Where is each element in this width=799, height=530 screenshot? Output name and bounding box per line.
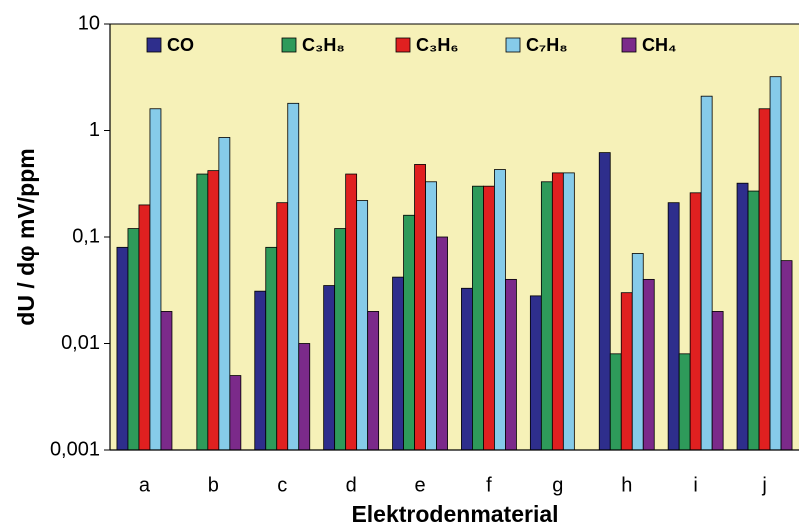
bar bbox=[540, 181, 553, 451]
bar bbox=[345, 173, 358, 451]
legend-swatch bbox=[621, 37, 637, 53]
y-tick-label: 10 bbox=[78, 12, 100, 34]
bar bbox=[736, 182, 749, 451]
bar bbox=[472, 185, 484, 451]
bar bbox=[229, 375, 242, 451]
bar bbox=[758, 108, 771, 451]
bar bbox=[287, 102, 300, 451]
bar bbox=[323, 285, 336, 451]
x-tick-label: c bbox=[277, 474, 287, 496]
y-tick-label: 1 bbox=[89, 119, 100, 141]
x-tick-label: e bbox=[414, 474, 425, 496]
bar bbox=[207, 170, 220, 451]
bar bbox=[403, 214, 415, 451]
bar bbox=[367, 311, 380, 451]
bar bbox=[265, 246, 278, 451]
x-tick-label: j bbox=[761, 474, 766, 496]
legend-label: CO bbox=[167, 35, 194, 55]
bar bbox=[392, 276, 404, 451]
bar bbox=[667, 202, 680, 451]
bar bbox=[425, 181, 437, 451]
bar bbox=[356, 200, 369, 451]
bar bbox=[689, 192, 702, 451]
bar bbox=[551, 172, 564, 451]
bar bbox=[276, 202, 289, 451]
bar bbox=[436, 236, 448, 451]
bar bbox=[747, 190, 760, 451]
y-axis-title: dU / dφ mV/ppm bbox=[13, 148, 39, 325]
bar bbox=[620, 292, 633, 451]
bar bbox=[196, 173, 209, 451]
bar bbox=[505, 278, 517, 451]
legend-swatch bbox=[395, 37, 411, 53]
bar bbox=[160, 311, 173, 451]
bar bbox=[334, 228, 347, 451]
bar bbox=[598, 152, 611, 451]
x-tick-label: b bbox=[208, 474, 219, 496]
x-tick-label: h bbox=[621, 474, 632, 496]
bar bbox=[631, 253, 644, 451]
bar bbox=[483, 185, 495, 451]
bar bbox=[414, 164, 426, 451]
bar bbox=[218, 137, 231, 451]
bar bbox=[780, 260, 793, 451]
legend-swatch bbox=[281, 37, 297, 53]
legend-label: C₇H₈ bbox=[526, 35, 568, 55]
bar bbox=[609, 353, 622, 451]
x-tick-label: f bbox=[486, 474, 492, 496]
bar bbox=[461, 287, 473, 451]
bar bbox=[562, 172, 575, 451]
y-tick-label: 0,1 bbox=[72, 225, 100, 247]
x-tick-label: d bbox=[346, 474, 357, 496]
bar bbox=[298, 343, 311, 451]
x-tick-label: a bbox=[139, 474, 151, 496]
bar bbox=[149, 108, 162, 451]
bar bbox=[678, 353, 691, 451]
y-tick-label: 0,001 bbox=[50, 438, 100, 460]
legend-swatch bbox=[505, 37, 521, 53]
bar bbox=[254, 290, 267, 451]
bar bbox=[529, 295, 542, 451]
legend-swatch bbox=[146, 37, 162, 53]
x-axis-title: Elektrodenmaterial bbox=[351, 501, 558, 527]
legend-label: C₃H₆ bbox=[416, 35, 459, 55]
legend-label: CH₄ bbox=[642, 35, 677, 55]
bar bbox=[127, 228, 140, 451]
bar bbox=[138, 204, 151, 451]
y-tick-label: 0,01 bbox=[61, 332, 100, 354]
bar bbox=[642, 278, 655, 451]
legend-label: C₃H₈ bbox=[302, 35, 345, 55]
x-tick-label: g bbox=[552, 474, 563, 496]
bar bbox=[494, 169, 506, 451]
bar bbox=[769, 76, 782, 451]
bar bbox=[700, 95, 713, 451]
bar bbox=[116, 246, 129, 451]
bar bbox=[711, 311, 724, 451]
x-tick-label: i bbox=[693, 474, 697, 496]
